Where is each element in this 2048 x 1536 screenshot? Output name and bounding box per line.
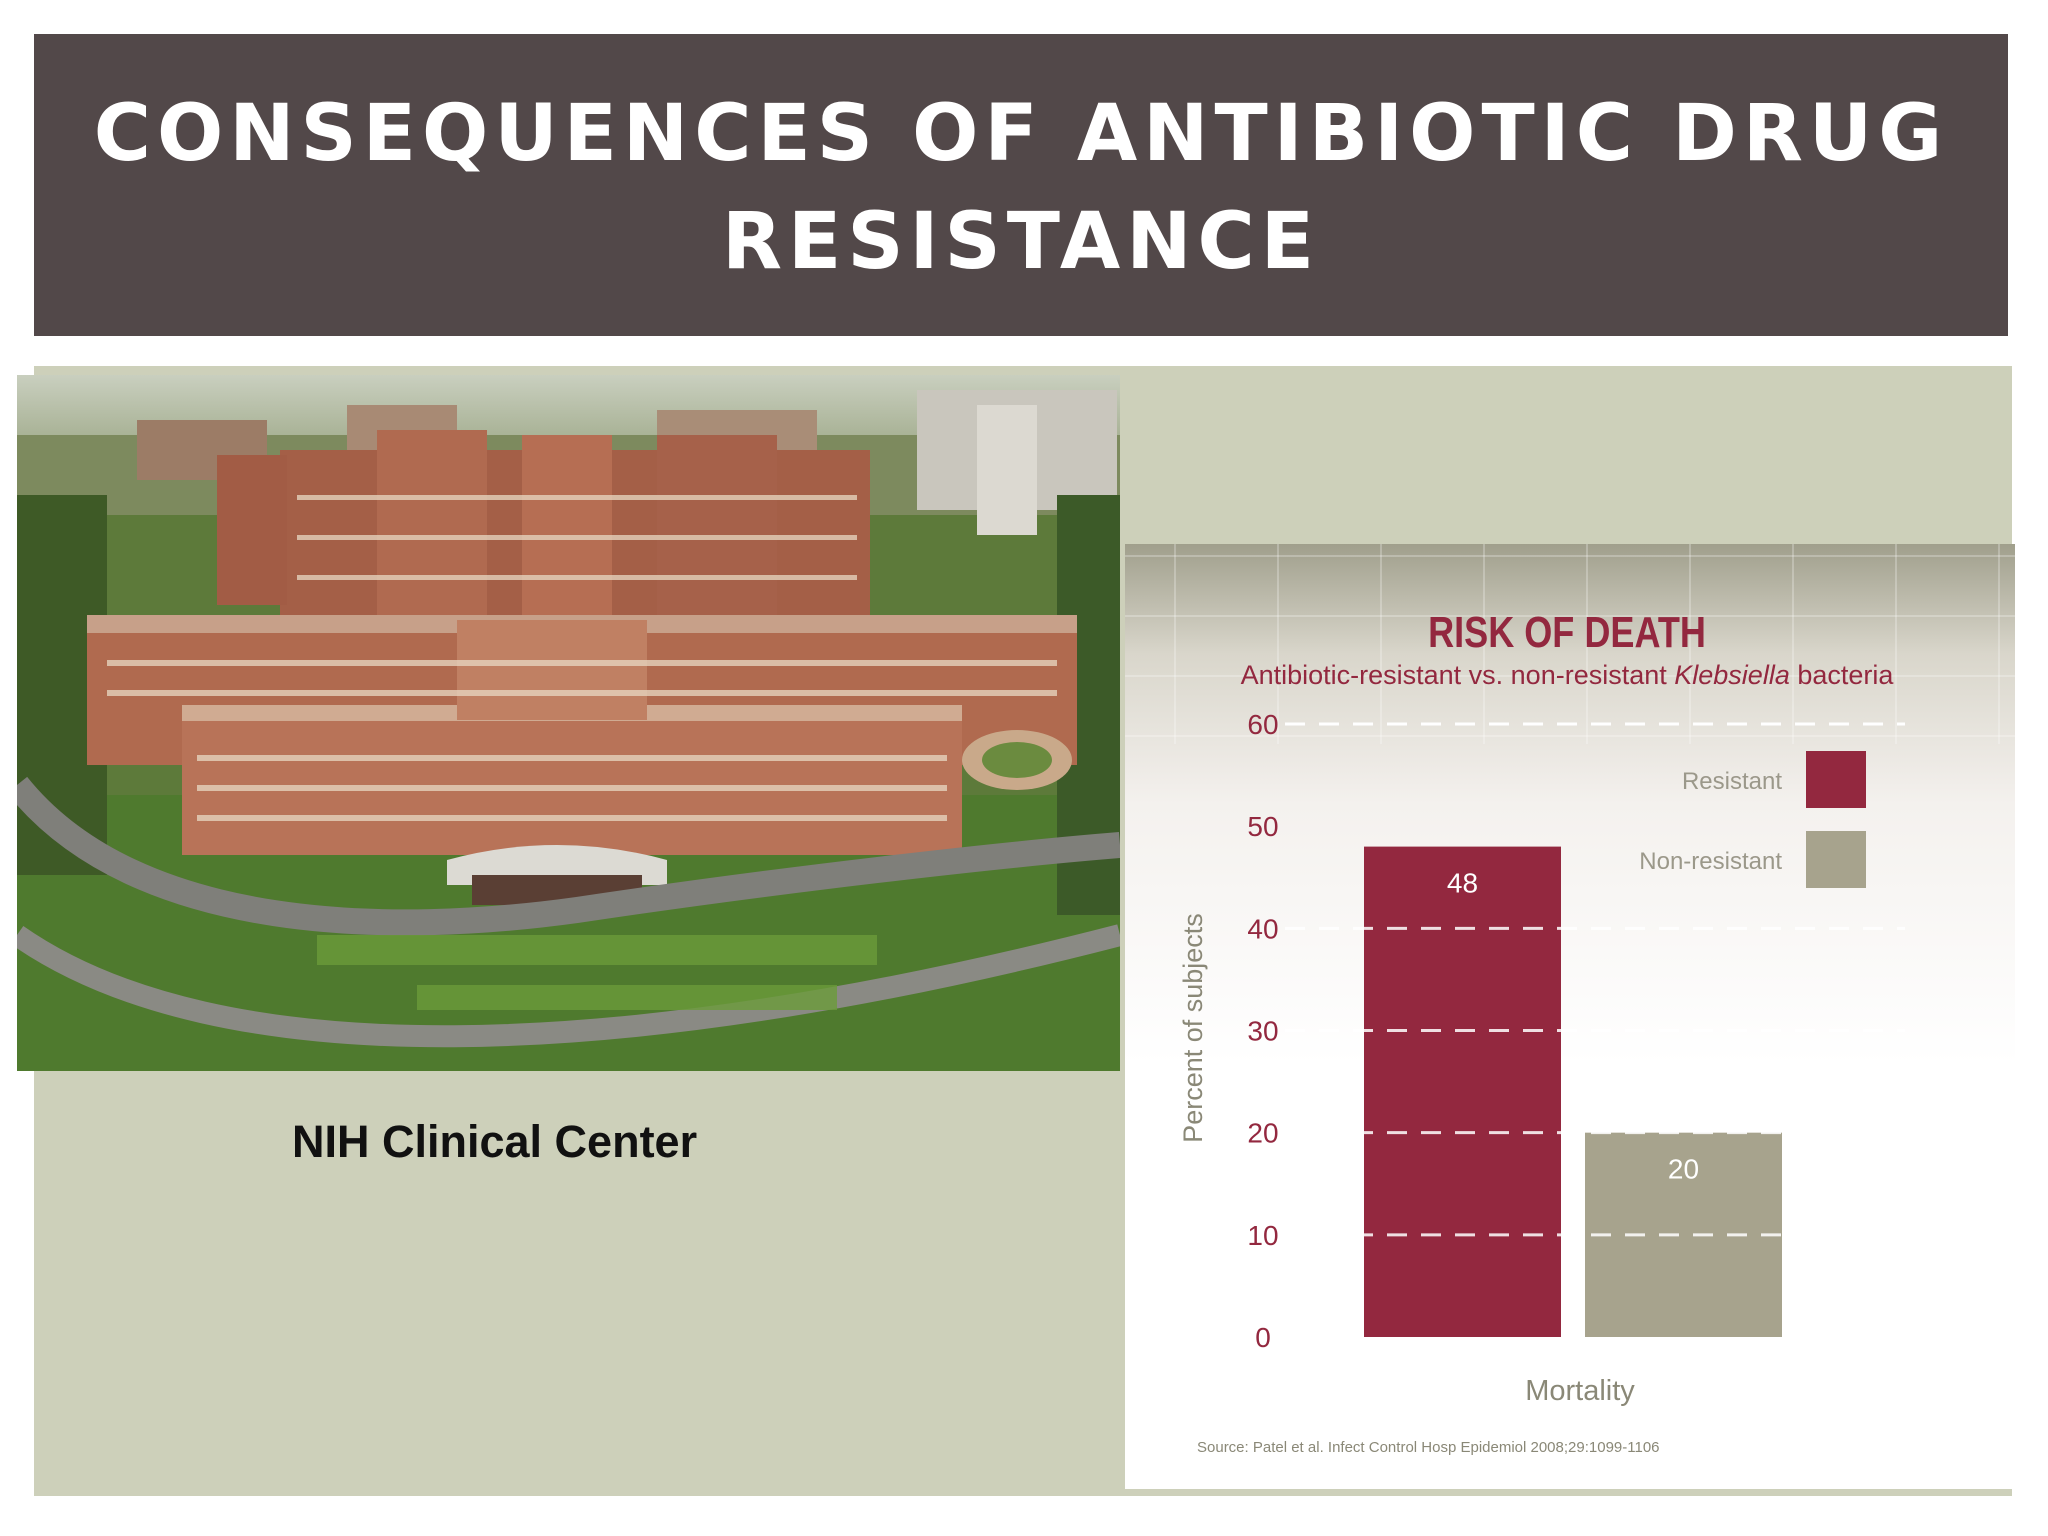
chart-subtitle-prefix: Antibiotic-resistant vs. non-resistant <box>1241 660 1675 690</box>
chart-subtitle-suffix: bacteria <box>1790 660 1895 690</box>
bar-value-label: 48 <box>1447 868 1478 899</box>
y-tick-label: 30 <box>1247 1016 1278 1047</box>
y-tick-label: 40 <box>1247 913 1278 944</box>
legend-label: Resistant <box>1682 768 1782 795</box>
slide-title-line-1: CONSEQUENCES OF ANTIBIOTIC DRUG <box>93 89 1949 179</box>
slide-title-line-2: RESISTANCE <box>721 197 1321 287</box>
title-banner: CONSEQUENCES OF ANTIBIOTIC DRUG RESISTAN… <box>34 34 2008 336</box>
y-tick-label: 50 <box>1247 811 1278 842</box>
chart-title: RISK OF DEATH <box>1428 608 1706 657</box>
chart-subtitle-italic: Klebsiella <box>1674 660 1790 690</box>
chart-svg: RISK OF DEATH Antibiotic-resistant vs. n… <box>1125 544 2015 1456</box>
y-tick-label: 10 <box>1247 1220 1278 1251</box>
bar-non-resistant <box>1585 1132 1782 1337</box>
y-tick-label: 0 <box>1255 1322 1271 1353</box>
legend-swatch <box>1806 831 1866 888</box>
risk-of-death-chart: RISK OF DEATH Antibiotic-resistant vs. n… <box>1125 544 2015 1489</box>
bar-value-label: 20 <box>1668 1154 1699 1185</box>
chart-subtitle: Antibiotic-resistant vs. non-resistant K… <box>1241 660 1895 690</box>
bar-resistant <box>1364 846 1561 1337</box>
y-tick-label: 60 <box>1247 709 1278 740</box>
y-axis-label: Percent of subjects <box>1178 913 1208 1143</box>
nih-clinical-center-photo <box>17 375 1120 1071</box>
legend-label: Non-resistant <box>1639 848 1782 875</box>
photo-caption: NIH Clinical Center <box>292 1116 698 1167</box>
x-axis-label: Mortality <box>1525 1375 1635 1407</box>
y-tick-label: 20 <box>1247 1118 1278 1149</box>
legend-swatch <box>1806 751 1866 808</box>
chart-source: Source: Patel et al. Infect Control Hosp… <box>1197 1439 1660 1456</box>
